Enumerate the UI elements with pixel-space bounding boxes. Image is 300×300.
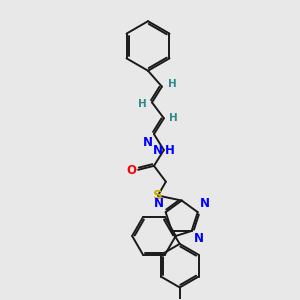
Text: H: H — [169, 113, 178, 123]
Text: S: S — [153, 189, 163, 202]
Text: N: N — [143, 136, 153, 149]
Text: N: N — [154, 197, 164, 210]
Text: H: H — [138, 99, 147, 110]
Text: N: N — [200, 197, 210, 210]
Text: H: H — [168, 79, 177, 88]
Text: O: O — [126, 164, 136, 177]
Text: N: N — [194, 232, 204, 245]
Text: H: H — [165, 143, 175, 157]
Text: N: N — [153, 143, 163, 157]
